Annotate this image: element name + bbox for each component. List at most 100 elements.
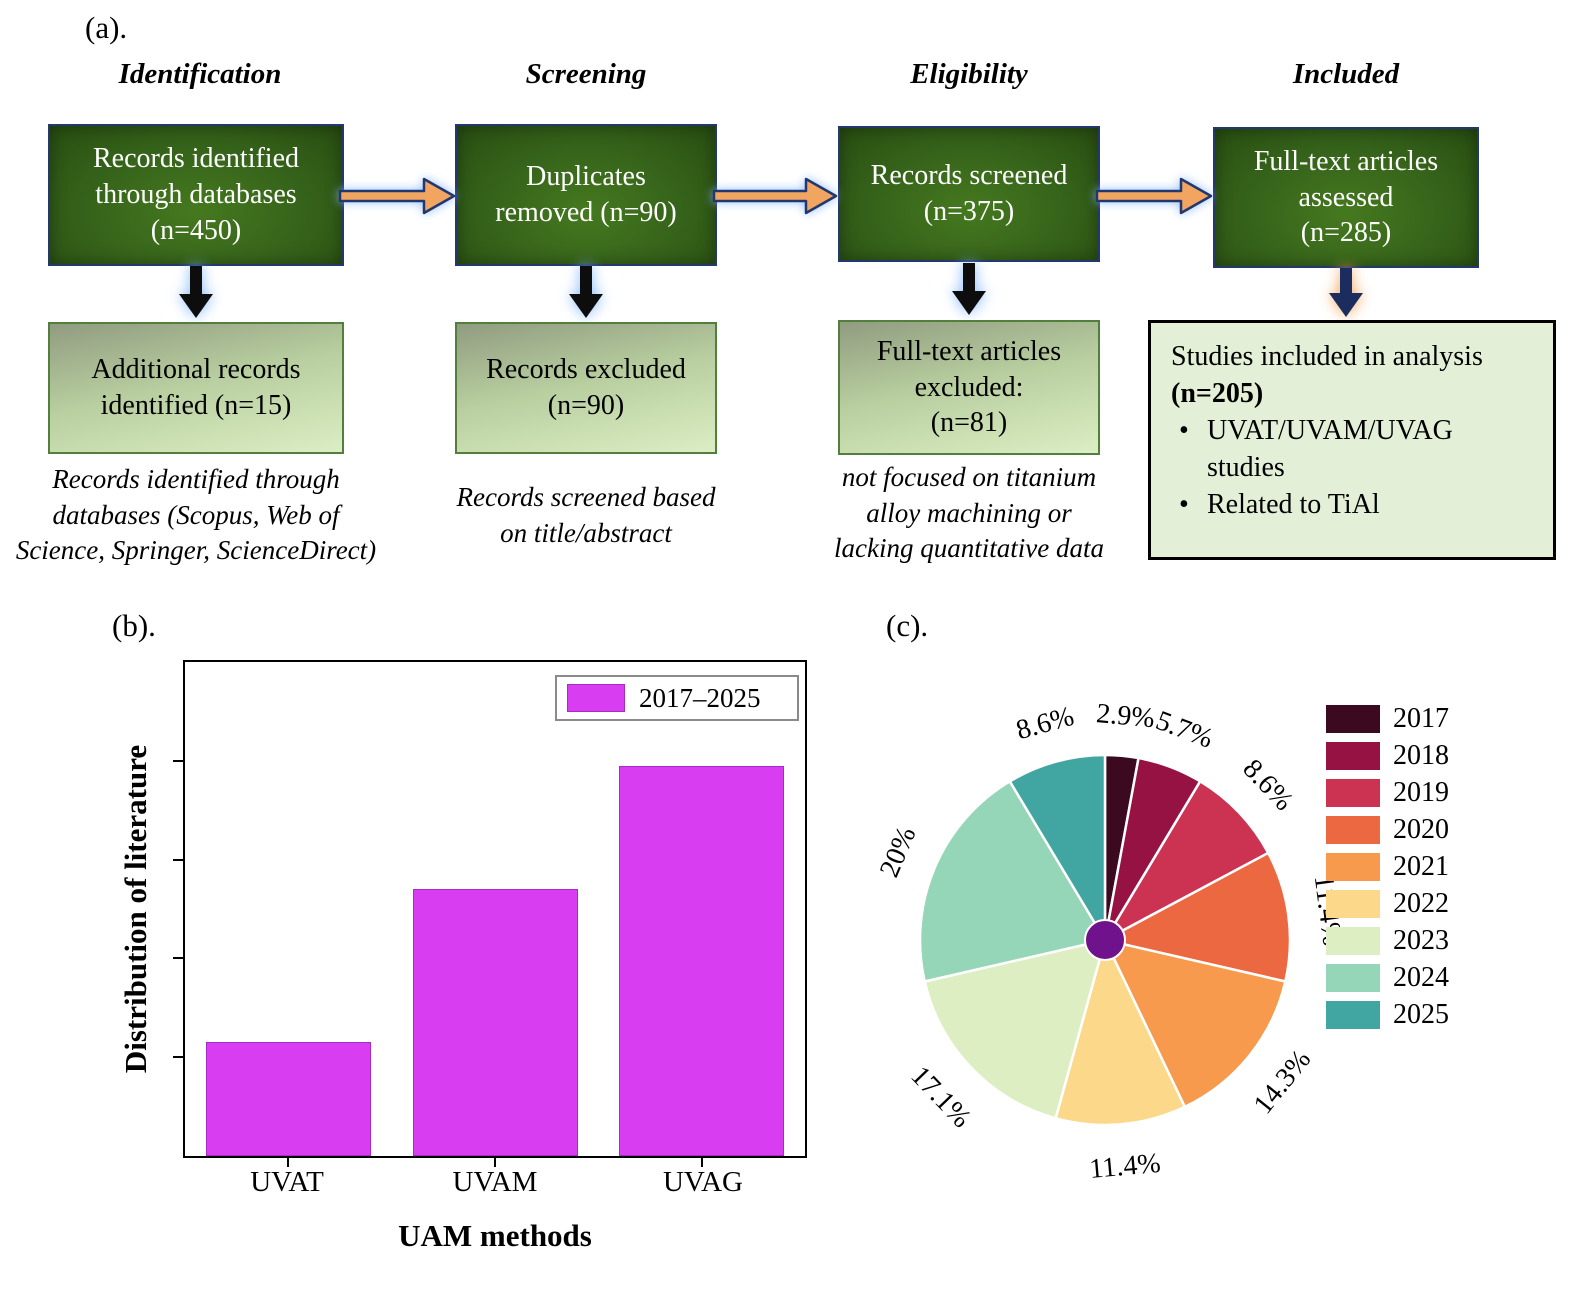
pie-label-2024: 20%: [874, 822, 923, 881]
pie-slice-2022: [1054, 938, 1187, 1127]
stage-identification: Identification: [118, 58, 282, 90]
pie-label-2023: 17.1%: [905, 1060, 977, 1134]
panel-b-label: (b).: [112, 608, 156, 643]
xtick-uvat: UVAT: [250, 1166, 324, 1198]
caption-eligibility: not focused on titanium alloy machining …: [834, 462, 1104, 564]
arrow-down-icon: [179, 266, 213, 318]
bar-legend: 2017–2025: [555, 675, 799, 721]
caption-screening: Records screened based on title/abstract: [456, 482, 716, 548]
included-count: (n=205): [1171, 377, 1264, 409]
legend-swatch: [1326, 704, 1380, 733]
arrow-right-icon: [338, 177, 456, 215]
pie-slice-2024: [918, 780, 1107, 983]
pie-legend-item-2019: 2019: [1326, 774, 1449, 811]
bullet-icon: •: [1179, 488, 1189, 520]
flow-box-records-screened: Records screened (n=375): [838, 126, 1100, 262]
legend-label: 2023: [1393, 924, 1449, 956]
caption-identification: Records identified through databases (Sc…: [15, 464, 377, 566]
pie-legend-item-2020: 2020: [1326, 811, 1449, 848]
included-title: Studies included in analysis: [1171, 341, 1483, 372]
bar-chart: 2017–2025: [173, 660, 807, 1167]
stage-screening: Screening: [525, 58, 647, 90]
pie-slice-2025: [1008, 753, 1107, 942]
y-tick-mark: [173, 858, 183, 861]
pie-label-2018: 5.7%: [1152, 705, 1218, 755]
flow-box-fulltext-excluded: Full-text articles excluded: (n=81): [838, 320, 1100, 455]
pie-legend: 2017 2018 2019 2020 2021 2022 2023 2024 2025: [1326, 700, 1449, 1033]
legend-label: 2022: [1393, 887, 1449, 919]
pie-legend-item-2022: 2022: [1326, 885, 1449, 922]
legend-swatch: [1326, 741, 1380, 770]
bar-uvag: [619, 765, 785, 1156]
bullet-text: UVAT/UVAM/UVAG studies: [1207, 414, 1453, 483]
bar-ylabel: Distribution of literature: [118, 744, 153, 1074]
stage-eligibility: Eligibility: [910, 58, 1028, 90]
legend-label: 2018: [1393, 739, 1449, 771]
pie-label-2019: 8.6%: [1237, 753, 1300, 817]
included-bullet: • UVAT/UVAM/UVAG studies: [1171, 413, 1539, 487]
included-bullet: • Related to TiAl: [1171, 487, 1539, 524]
bar-slot: [598, 662, 805, 1156]
legend-label: 2020: [1393, 813, 1449, 845]
bar-uvam: [412, 889, 578, 1156]
pie-label-2021: 14.3%: [1248, 1044, 1317, 1120]
legend-label: 2024: [1393, 961, 1449, 993]
pie-legend-item-2018: 2018: [1326, 737, 1449, 774]
pie-label-2025: 8.6%: [1013, 701, 1077, 746]
panel-a-label: (a).: [85, 10, 128, 45]
pie-slice-2023: [923, 938, 1107, 1120]
legend-swatch: [1326, 889, 1380, 918]
bar-slot: [185, 662, 392, 1156]
bar-uvat: [205, 1042, 371, 1156]
y-tick-mark: [173, 957, 183, 960]
legend-swatch: [1326, 963, 1380, 992]
pie-slice-2021: [1103, 938, 1287, 1109]
arrow-down-icon: [1329, 268, 1363, 317]
legend-label: 2019: [1393, 776, 1449, 808]
bullet-icon: •: [1179, 414, 1189, 446]
x-tick-mark: [700, 1158, 703, 1167]
pie-legend-item-2025: 2025: [1326, 996, 1449, 1033]
legend-swatch: [1326, 852, 1380, 881]
y-tick-mark: [173, 1056, 183, 1059]
legend-swatch: [1326, 778, 1380, 807]
pie-legend-item-2021: 2021: [1326, 848, 1449, 885]
bullet-text: Related to TiAl: [1207, 488, 1380, 520]
pie-label-2022: 11.4%: [1088, 1148, 1162, 1185]
legend-label: 2021: [1393, 850, 1449, 882]
legend-swatch: [1326, 926, 1380, 955]
panel-c-label: (c).: [886, 608, 929, 643]
bar-xlabel: UAM methods: [398, 1218, 592, 1253]
legend-swatch: [1326, 1000, 1380, 1029]
legend-swatch: [567, 684, 625, 712]
xtick-uvag: UVAG: [662, 1166, 744, 1198]
legend-label: 2025: [1393, 998, 1449, 1030]
y-tick-mark: [173, 759, 183, 762]
pie-legend-item-2023: 2023: [1326, 922, 1449, 959]
pie-legend-item-2024: 2024: [1326, 959, 1449, 996]
flow-box-fulltext-assessed: Full-text articles assessed (n=285): [1213, 127, 1479, 268]
bar-area: [185, 662, 805, 1156]
pie-slice-2019: [1103, 780, 1270, 942]
arrow-down-icon: [952, 263, 986, 315]
arrow-right-icon: [712, 177, 838, 215]
x-tick-mark: [287, 1158, 290, 1167]
arrow-down-icon: [569, 266, 603, 318]
stage-included: Included: [1292, 58, 1400, 90]
pie-slice-2020: [1103, 851, 1292, 983]
xtick-uvam: UVAM: [452, 1166, 538, 1198]
pie-label-2017: 2.9%: [1095, 698, 1156, 734]
legend-label: 2017: [1393, 702, 1449, 734]
legend-label: 2017–2025: [639, 682, 761, 713]
flow-box-duplicates-removed: Duplicates removed (n=90): [455, 124, 717, 266]
flow-box-additional-records: Additional records identified (n=15): [48, 322, 344, 454]
arrow-right-icon: [1095, 177, 1213, 215]
bar-xticks: UVAT UVAM UVAG: [183, 1166, 807, 1199]
legend-swatch: [1326, 815, 1380, 844]
bar-slot: [392, 662, 599, 1156]
included-box: Studies included in analysis (n=205) • U…: [1148, 320, 1556, 560]
pie-center-dot: [1084, 919, 1126, 961]
pie-chart: 2.9%5.7%8.6%11.4%14.3%11.4%17.1%20%8.6%: [874, 698, 1348, 1185]
flow-box-records-excluded: Records excluded (n=90): [455, 322, 717, 454]
